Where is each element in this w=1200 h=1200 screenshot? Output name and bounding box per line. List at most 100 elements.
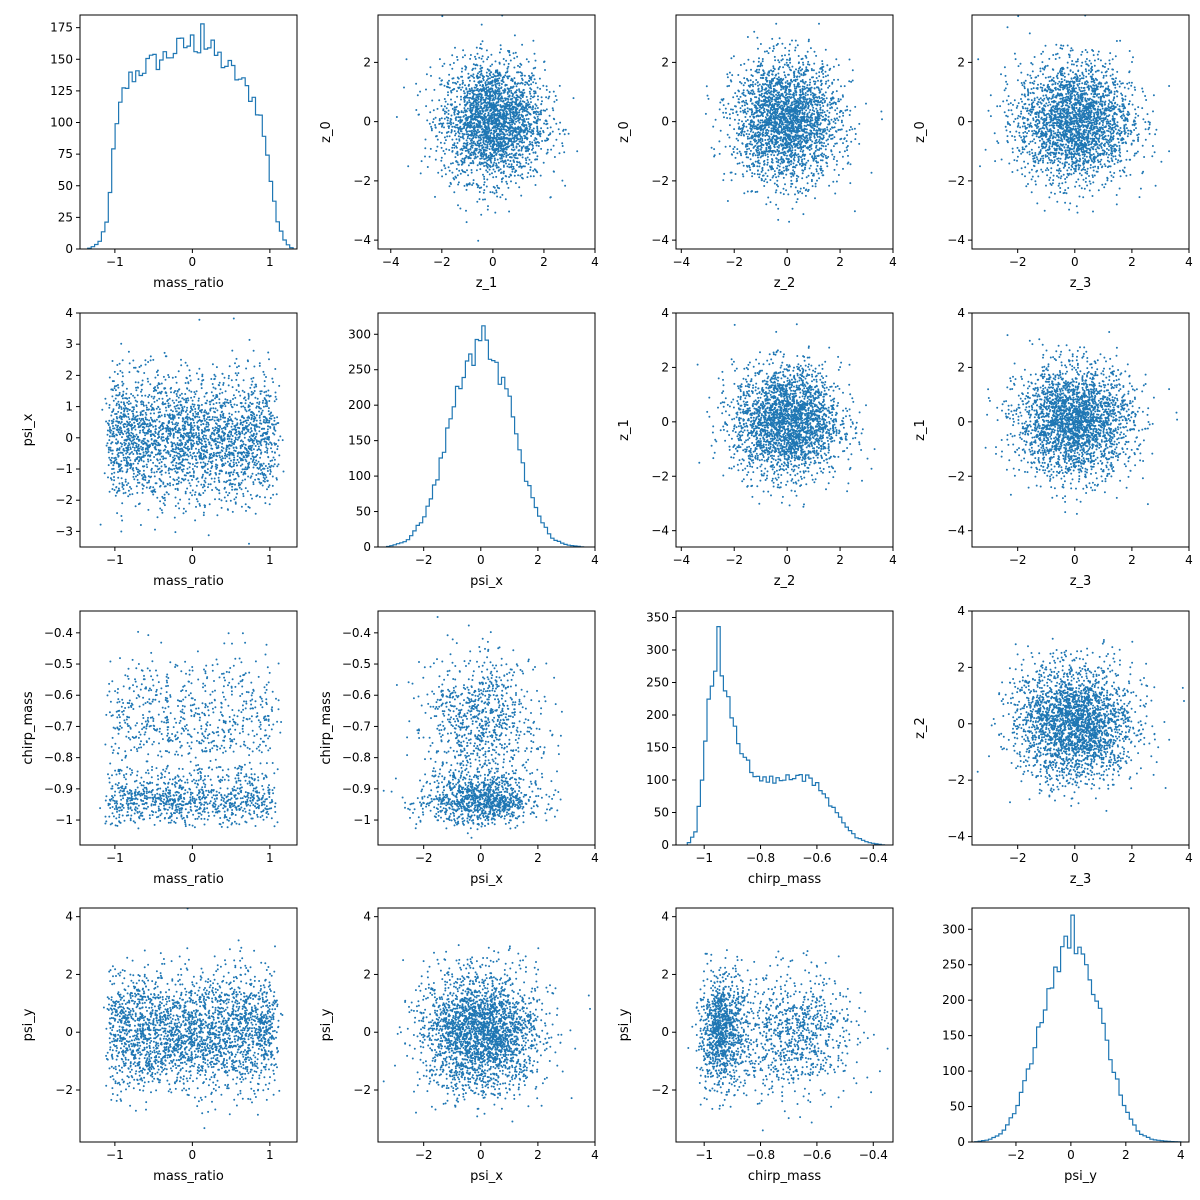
x-tick: −0.6 xyxy=(802,1142,831,1162)
y-tick: 0 xyxy=(957,415,972,429)
y-tick-label: 0 xyxy=(661,838,669,852)
y-tick: 200 xyxy=(646,708,676,722)
y-tick: −0.4 xyxy=(44,626,80,640)
x-tick: 0 xyxy=(1067,1142,1075,1162)
x-tick-label: 4 xyxy=(889,255,897,269)
y-tick-label: 150 xyxy=(646,741,669,755)
x-tick: 0 xyxy=(783,547,791,567)
x-tick: 4 xyxy=(591,845,599,865)
y-tick: −0.6 xyxy=(44,688,80,702)
x-tick: −1 xyxy=(695,845,713,865)
x-tick: −4 xyxy=(672,547,690,567)
x-tick-label: 2 xyxy=(1128,851,1136,865)
y-tick-label: 2 xyxy=(957,360,965,374)
x-tick-label: −2 xyxy=(725,553,743,567)
x-tick-label: 0 xyxy=(1071,255,1079,269)
y-tick-label: 2 xyxy=(65,967,73,981)
scatter-points xyxy=(977,0,1170,214)
x-tick: 2 xyxy=(540,249,548,269)
subplot-2-0: −1 0 1−1−0.9−0.8−0.7−0.6−0.5−0.4mass_ratio… xyxy=(21,611,297,887)
y-axis-label: z_1 xyxy=(617,419,632,441)
x-tick-label: −0.8 xyxy=(746,851,775,865)
x-tick: −2 xyxy=(1009,845,1027,865)
scatter-points xyxy=(383,944,591,1172)
x-tick: 0 xyxy=(489,249,497,269)
x-tick: 0 xyxy=(1071,547,1079,567)
x-tick: 4 xyxy=(1177,1142,1185,1162)
y-tick: 4 xyxy=(65,306,80,320)
histogram-step-line xyxy=(687,627,884,845)
y-tick-label: −0.8 xyxy=(342,751,371,765)
y-tick: 0 xyxy=(957,1135,972,1149)
y-tick: 0 xyxy=(363,115,378,129)
x-tick: 1 xyxy=(266,547,274,567)
y-tick-label: 100 xyxy=(646,773,669,787)
y-tick: 4 xyxy=(65,910,80,924)
x-tick: −1 xyxy=(695,1142,713,1162)
y-tick-label: 0 xyxy=(65,242,73,256)
x-tick-label: 4 xyxy=(1185,851,1193,865)
x-tick-label: 4 xyxy=(591,851,599,865)
y-tick: 2 xyxy=(957,660,972,674)
x-tick: −2 xyxy=(1009,249,1027,269)
x-tick: 4 xyxy=(1185,845,1193,865)
y-tick: 200 xyxy=(348,398,378,412)
y-tick: 150 xyxy=(646,741,676,755)
x-tick-label: −2 xyxy=(1009,851,1027,865)
y-tick-label: 250 xyxy=(942,958,965,972)
y-tick: 0 xyxy=(661,115,676,129)
y-tick-label: 0 xyxy=(661,415,669,429)
x-axis-label: z_3 xyxy=(1070,574,1092,589)
y-tick-label: 100 xyxy=(50,116,73,130)
y-tick: −1 xyxy=(55,462,80,476)
x-tick-label: 0 xyxy=(477,1148,485,1162)
y-tick: 2 xyxy=(661,360,676,374)
y-tick: −1 xyxy=(353,813,378,827)
y-tick-label: 300 xyxy=(646,643,669,657)
y-axis-label: z_0 xyxy=(913,121,928,143)
y-tick: 100 xyxy=(942,1064,972,1078)
y-tick-label: 4 xyxy=(661,910,669,924)
y-tick: 4 xyxy=(363,910,378,924)
y-tick: −0.4 xyxy=(342,626,378,640)
x-tick: 0 xyxy=(189,1142,197,1162)
x-axis-label: z_3 xyxy=(1070,276,1092,291)
y-tick: 300 xyxy=(646,643,676,657)
x-tick-label: −0.8 xyxy=(746,1148,775,1162)
y-tick: 0 xyxy=(65,1025,80,1039)
y-tick: −2 xyxy=(651,1083,676,1097)
x-tick: 1 xyxy=(266,249,274,269)
y-tick-label: 50 xyxy=(654,806,669,820)
axes-frame xyxy=(972,15,1189,249)
y-tick: −2 xyxy=(353,1083,378,1097)
x-axis-label: z_2 xyxy=(774,574,796,589)
y-tick-label: −2 xyxy=(651,1083,669,1097)
x-tick-label: −4 xyxy=(672,255,690,269)
y-tick-label: 2 xyxy=(65,368,73,382)
x-tick-label: −1 xyxy=(695,1148,713,1162)
y-tick: −0.7 xyxy=(342,719,378,733)
x-tick-label: 0 xyxy=(189,1148,197,1162)
y-tick: 2 xyxy=(363,55,378,69)
y-tick: −2 xyxy=(947,773,972,787)
y-tick: 0 xyxy=(661,1025,676,1039)
x-tick: 2 xyxy=(534,845,542,865)
x-tick: −2 xyxy=(1009,547,1027,567)
x-tick: 4 xyxy=(591,1142,599,1162)
x-axis-label: z_2 xyxy=(774,276,796,291)
y-tick: 3 xyxy=(65,337,80,351)
x-tick-label: 2 xyxy=(540,255,548,269)
x-tick: 2 xyxy=(1128,249,1136,269)
x-tick: 0 xyxy=(783,249,791,269)
y-tick-label: −2 xyxy=(55,1083,73,1097)
scatter-points xyxy=(99,631,282,830)
x-tick-label: −1 xyxy=(106,1148,124,1162)
y-tick-label: 200 xyxy=(646,708,669,722)
x-tick-label: −2 xyxy=(1009,553,1027,567)
y-tick: −0.9 xyxy=(342,782,378,796)
x-tick: 1 xyxy=(266,1142,274,1162)
y-tick: 250 xyxy=(942,958,972,972)
